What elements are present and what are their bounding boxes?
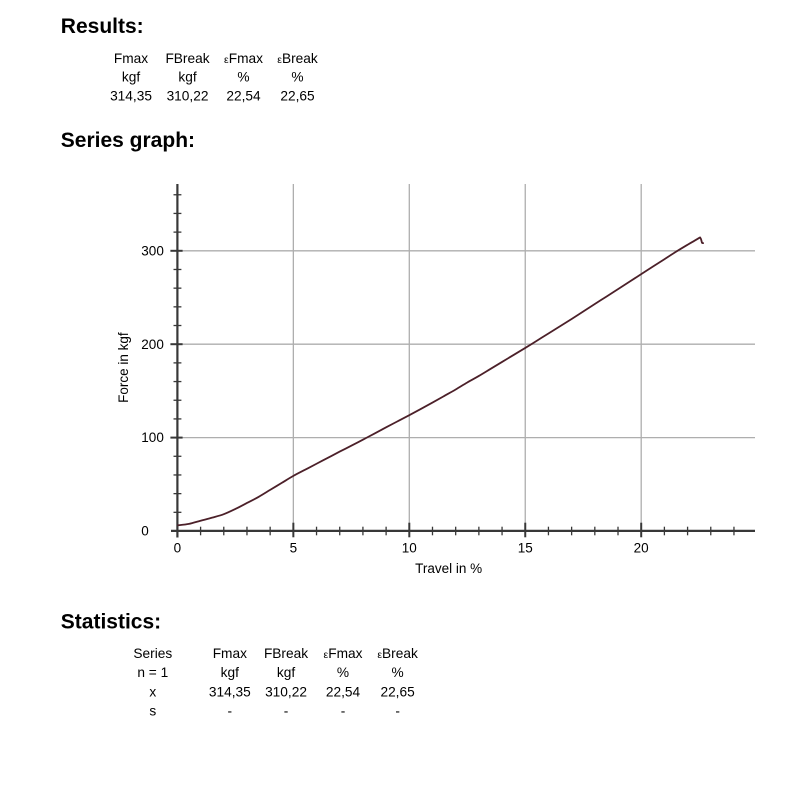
svg-text:Statistics:: Statistics: (61, 611, 161, 634)
svg-text:%: % (392, 665, 404, 680)
svg-text:310,22: 310,22 (265, 684, 307, 699)
svg-text:s: s (149, 704, 156, 719)
svg-text:FBreak: FBreak (165, 51, 209, 66)
svg-text:Force in kgf: Force in kgf (116, 332, 131, 403)
svg-text:314,35: 314,35 (110, 89, 152, 104)
svg-text:Travel in %: Travel in % (415, 561, 482, 576)
svg-text:20: 20 (634, 541, 649, 556)
svg-text:100: 100 (141, 430, 164, 445)
svg-text:εFmax: εFmax (224, 51, 263, 66)
svg-text:εBreak: εBreak (377, 646, 418, 661)
svg-text:200: 200 (141, 337, 164, 352)
svg-text:314,35: 314,35 (209, 684, 251, 699)
svg-text:%: % (291, 70, 303, 85)
svg-text:kgf: kgf (277, 665, 295, 680)
svg-text:-: - (228, 704, 233, 719)
svg-text:Fmax: Fmax (114, 51, 148, 66)
svg-text:n = 1: n = 1 (137, 665, 168, 680)
svg-text:εBreak: εBreak (277, 51, 318, 66)
svg-text:kgf: kgf (221, 665, 239, 680)
svg-text:-: - (395, 704, 400, 719)
svg-text:15: 15 (518, 541, 533, 556)
svg-text:Fmax: Fmax (213, 646, 247, 661)
svg-text:Results:: Results: (61, 15, 144, 38)
svg-text:kgf: kgf (122, 70, 140, 85)
svg-text:0: 0 (141, 524, 149, 539)
svg-text:%: % (337, 665, 349, 680)
svg-text:22,65: 22,65 (380, 684, 415, 699)
svg-text:22,65: 22,65 (280, 89, 315, 104)
svg-text:-: - (284, 704, 289, 719)
svg-text:10: 10 (402, 541, 417, 556)
svg-text:x: x (149, 684, 156, 699)
svg-text:0: 0 (174, 541, 182, 556)
svg-text:5: 5 (290, 541, 298, 556)
svg-text:%: % (237, 70, 249, 85)
svg-text:Series graph:: Series graph: (61, 129, 195, 152)
svg-text:Series: Series (133, 646, 172, 661)
svg-text:-: - (341, 704, 346, 719)
svg-text:22,54: 22,54 (326, 684, 361, 699)
svg-text:εFmax: εFmax (324, 646, 363, 661)
svg-text:FBreak: FBreak (264, 646, 308, 661)
svg-text:310,22: 310,22 (167, 89, 209, 104)
svg-text:22,54: 22,54 (226, 89, 261, 104)
svg-text:kgf: kgf (178, 70, 196, 85)
svg-text:300: 300 (141, 243, 164, 258)
